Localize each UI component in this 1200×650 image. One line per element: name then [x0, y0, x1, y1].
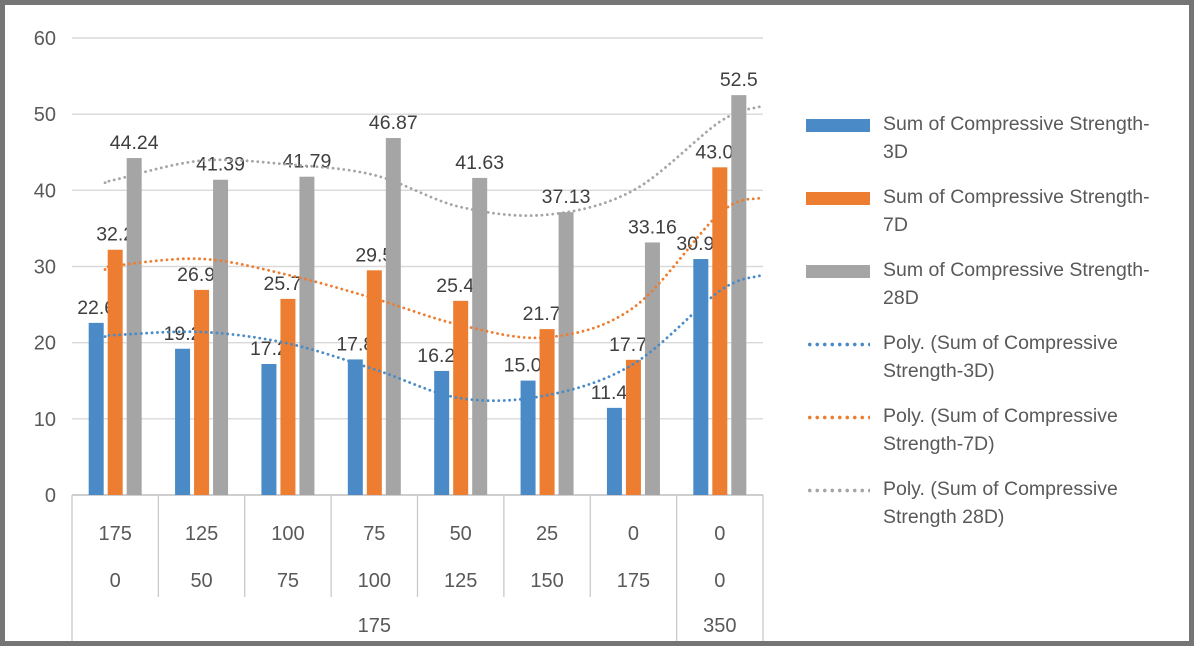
- bar-series-7d: [366, 270, 382, 495]
- y-axis-tick-label: 10: [34, 409, 56, 431]
- bar-series-7d: [625, 359, 641, 495]
- data-label: 32.2: [96, 224, 134, 246]
- y-axis-tick-label: 30: [34, 257, 56, 279]
- data-label: 41.63: [455, 152, 504, 174]
- data-label: 22.6: [77, 297, 115, 319]
- bar-series-7d: [194, 289, 210, 495]
- category-label-level2: 175: [617, 570, 650, 592]
- data-label: 41.39: [196, 154, 245, 176]
- category-label-level2: 150: [530, 570, 563, 592]
- y-axis-tick-label: 60: [34, 28, 56, 50]
- bar-series-3d: [175, 348, 191, 495]
- legend-item: Poly. (Sum of Compressive Strength-3D): [806, 330, 1174, 385]
- data-label: 19.2: [164, 323, 202, 345]
- legend-item: Sum of Compressive Strength- 7D: [806, 184, 1174, 239]
- data-label: 17.2: [250, 338, 288, 360]
- data-label: 44.24: [110, 132, 159, 154]
- category-label-level1: 100: [271, 523, 304, 545]
- category-label-level1: 75: [363, 523, 385, 545]
- legend-item: Sum of Compressive Strength- 28D: [806, 257, 1174, 312]
- bar-series-28d: [731, 95, 747, 495]
- bar-series-3d: [693, 259, 709, 495]
- data-label: 29.5: [355, 244, 393, 266]
- data-label: 17.8: [336, 333, 374, 355]
- legend-dotted-line-swatch: [806, 488, 870, 493]
- legend-label: Sum of Compressive Strength- 28D: [883, 259, 1150, 309]
- category-label-level1: 125: [185, 523, 218, 545]
- bar-series-28d: [558, 212, 574, 495]
- chart-legend: Sum of Compressive Strength- 3D Sum of Co…: [806, 111, 1174, 549]
- bar-series-7d: [280, 298, 296, 495]
- legend-bar-swatch: [806, 192, 870, 205]
- data-label: 33.16: [628, 216, 677, 238]
- bar-series-28d: [213, 179, 229, 496]
- bar-series-3d: [88, 322, 104, 495]
- category-label-level1: 50: [450, 523, 472, 545]
- category-label-level1: 25: [536, 523, 558, 545]
- legend-item: Sum of Compressive Strength- 3D: [806, 111, 1174, 166]
- bar-series-3d: [606, 407, 622, 495]
- category-label-level1: 0: [628, 523, 639, 545]
- category-label-level2: 100: [358, 570, 391, 592]
- legend-bar-swatch: [806, 119, 870, 132]
- legend-label: Poly. (Sum of Compressive Strength-3D): [883, 332, 1118, 382]
- y-axis-tick-label: 50: [34, 104, 56, 126]
- category-label-level2: 0: [110, 570, 121, 592]
- legend-label: Sum of Compressive Strength- 3D: [883, 113, 1150, 163]
- bar-series-28d: [472, 177, 488, 496]
- y-axis-tick-label: 0: [45, 485, 56, 507]
- bar-series-28d: [126, 158, 142, 495]
- trendline-poly-3d: [103, 274, 762, 403]
- legend-item: Poly. (Sum of Compressive Strength 28D): [806, 476, 1174, 531]
- trendline-poly-7d: [103, 196, 762, 340]
- legend-dotted-line-swatch: [806, 415, 870, 420]
- category-label-level2: 75: [277, 570, 299, 592]
- bar-series-28d: [385, 138, 401, 495]
- bar-series-3d: [261, 363, 277, 495]
- bar-series-3d: [434, 370, 450, 495]
- category-label-level2: 0: [714, 570, 725, 592]
- legend-item: Poly. (Sum of Compressive Strength-7D): [806, 403, 1174, 458]
- y-axis-tick-label: 40: [34, 180, 56, 202]
- data-label: 52.5: [720, 69, 758, 91]
- bar-series-28d: [644, 242, 660, 495]
- category-label-level2: 50: [190, 570, 212, 592]
- bar-series-7d: [712, 167, 728, 495]
- category-label-level2: 125: [444, 570, 477, 592]
- legend-label: Sum of Compressive Strength- 7D: [883, 186, 1150, 236]
- bar-series-28d: [299, 176, 315, 495]
- bar-series-7d: [107, 249, 123, 495]
- data-label: 41.79: [283, 151, 332, 173]
- bar-series-3d: [520, 380, 536, 495]
- legend-dotted-line-swatch: [806, 342, 870, 347]
- data-label: 37.13: [542, 186, 591, 208]
- legend-bar-swatch: [806, 265, 870, 278]
- category-label-level1: 0: [714, 523, 725, 545]
- category-label-level3: 175: [358, 615, 391, 637]
- trendline-poly-28d: [103, 105, 762, 218]
- category-label-level3: 350: [703, 615, 736, 637]
- legend-label: Poly. (Sum of Compressive Strength-7D): [883, 405, 1118, 455]
- bar-series-3d: [347, 359, 363, 495]
- legend-label: Poly. (Sum of Compressive Strength 28D): [883, 478, 1118, 528]
- category-label-level1: 175: [99, 523, 132, 545]
- bar-series-7d: [539, 329, 555, 495]
- y-axis-tick-label: 20: [34, 333, 56, 355]
- data-label: 46.87: [369, 112, 418, 134]
